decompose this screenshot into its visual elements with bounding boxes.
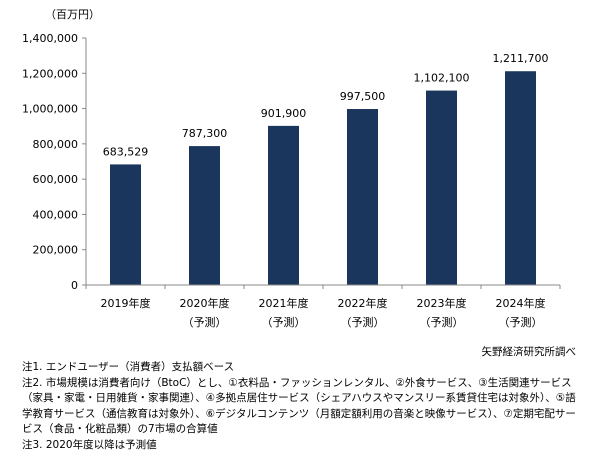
bars: 683,529 787,300 901,900 997,500 1,102,100 1,2… [103, 52, 549, 285]
x-tick-label: 2021年度 [259, 296, 309, 310]
y-tick-label: 0 [71, 279, 78, 292]
x-tick-label: 2023年度 [417, 296, 467, 310]
data-label: 683,529 [103, 145, 149, 158]
y-tick-label: 400,000 [33, 208, 79, 221]
x-tick-sublabel: （予測） [183, 315, 227, 329]
bar [505, 71, 536, 285]
y-tick-label: 800,000 [33, 138, 79, 151]
y-tick-label: 600,000 [33, 173, 79, 186]
x-axis: 2019年度 2020年度 （予測） 2021年度 （予測） 2022年度 （予測） 2023… [85, 284, 561, 329]
data-label: 1,211,700 [493, 52, 549, 65]
source-credit: 矢野経済研究所調べ [481, 346, 577, 358]
data-label: 787,300 [182, 127, 228, 140]
y-tick-label: 1,000,000 [22, 103, 78, 116]
x-tick-sublabel: （予測） [499, 315, 543, 329]
note-1: 注1. エンドユーザー（消費者）支払額ベース [22, 361, 235, 373]
y-axis: 0 200,000 400,000 600,000 800,000 1,000,000 1,… [22, 32, 87, 292]
y-tick-label: 1,200,000 [22, 67, 78, 80]
note-3: 注3. 2020年度以降は予測値 [22, 438, 157, 451]
bar [426, 90, 457, 285]
x-tick-label: 2022年度 [338, 296, 388, 310]
bar [189, 146, 220, 285]
bar [347, 109, 378, 285]
x-tick-sublabel: （予測） [262, 315, 306, 329]
x-tick-label: 2024年度 [496, 296, 546, 310]
x-tick-label: 2020年度 [180, 296, 230, 310]
y-tick-label: 1,400,000 [22, 32, 78, 45]
notes: 注1. エンドユーザー（消費者）支払額ベース 注2. 市場規模は消費者向け（Bt… [22, 360, 582, 453]
data-label: 901,900 [261, 107, 307, 120]
bar [268, 125, 299, 285]
data-label: 1,102,100 [414, 72, 470, 85]
x-tick-label: 2019年度 [101, 296, 151, 310]
x-tick-sublabel: （予測） [420, 315, 464, 329]
bar [110, 164, 141, 285]
y-tick-label: 200,000 [33, 244, 79, 257]
note-2: 注2. 市場規模は消費者向け（BtoC）とし、①衣料品・ファッションレンタル、②… [22, 376, 576, 436]
x-tick-sublabel: （予測） [341, 315, 385, 329]
unit-label: （百万円） [45, 8, 100, 21]
data-label: 997,500 [340, 90, 386, 103]
bar-chart: （百万円） 0 200,000 400,000 600,000 800,000 1,000… [22, 8, 561, 329]
